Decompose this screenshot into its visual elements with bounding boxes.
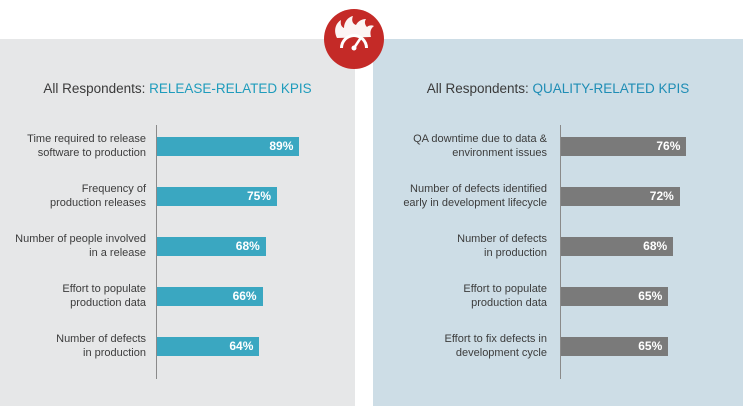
release-bar: 89% <box>157 137 300 156</box>
release-kpis-title-prefix: All Respondents: <box>43 81 150 96</box>
release-kpis-title: All Respondents: RELEASE-RELATED KPIS <box>0 81 355 96</box>
release-bar-value-label: 68% <box>235 239 260 253</box>
quality-kpis-title-prefix: All Respondents: <box>426 81 533 96</box>
release-bar: 66% <box>157 287 263 306</box>
quality-bar-value-label: 76% <box>656 139 681 153</box>
quality-category-label: Number of defects in production <box>457 233 547 259</box>
quality-bar-value-label: 68% <box>643 239 668 253</box>
quality-bar: 65% <box>561 337 669 356</box>
quality-bar-value-label: 65% <box>638 339 663 353</box>
release-bar-value-label: 66% <box>232 289 257 303</box>
release-category-label: Number of defects in production <box>56 333 146 359</box>
release-bar-value-label: 64% <box>229 339 254 353</box>
release-bar: 68% <box>157 237 266 256</box>
release-kpis-panel: All Respondents: RELEASE-RELATED KPIS Ti… <box>0 39 355 406</box>
release-bar-value-label: 89% <box>269 139 294 153</box>
quality-bar: 76% <box>561 137 687 156</box>
quality-y-axis <box>560 125 561 379</box>
quality-category-label: Effort to populate production data <box>463 283 547 309</box>
quality-category-label: QA downtime due to data & environment is… <box>413 133 547 159</box>
release-y-axis <box>156 125 157 379</box>
release-bar: 75% <box>157 187 277 206</box>
quality-bar-value-label: 72% <box>649 189 674 203</box>
release-category-label: Effort to populate production data <box>62 283 146 309</box>
release-bar-value-label: 75% <box>246 189 271 203</box>
release-category-label: Time required to release software to pro… <box>27 133 146 159</box>
quality-category-label: Number of defects identified early in de… <box>403 183 547 209</box>
speedometer-flame-icon <box>323 8 385 70</box>
quality-kpis-panel: All Respondents: QUALITY-RELATED KPIS QA… <box>373 39 743 406</box>
release-kpis-title-accent: RELEASE-RELATED KPIS <box>149 81 312 96</box>
quality-kpis-title: All Respondents: QUALITY-RELATED KPIS <box>373 81 743 96</box>
quality-category-label: Effort to fix defects in development cyc… <box>444 333 547 359</box>
quality-bar: 72% <box>561 187 680 206</box>
release-category-label: Frequency of production releases <box>49 183 146 209</box>
release-category-label: Number of people involved in a release <box>15 233 146 259</box>
quality-bar: 65% <box>561 287 669 306</box>
quality-kpis-title-accent: QUALITY-RELATED KPIS <box>532 81 690 96</box>
release-bar: 64% <box>157 337 260 356</box>
quality-bar-value-label: 65% <box>638 289 663 303</box>
quality-bar: 68% <box>561 237 674 256</box>
